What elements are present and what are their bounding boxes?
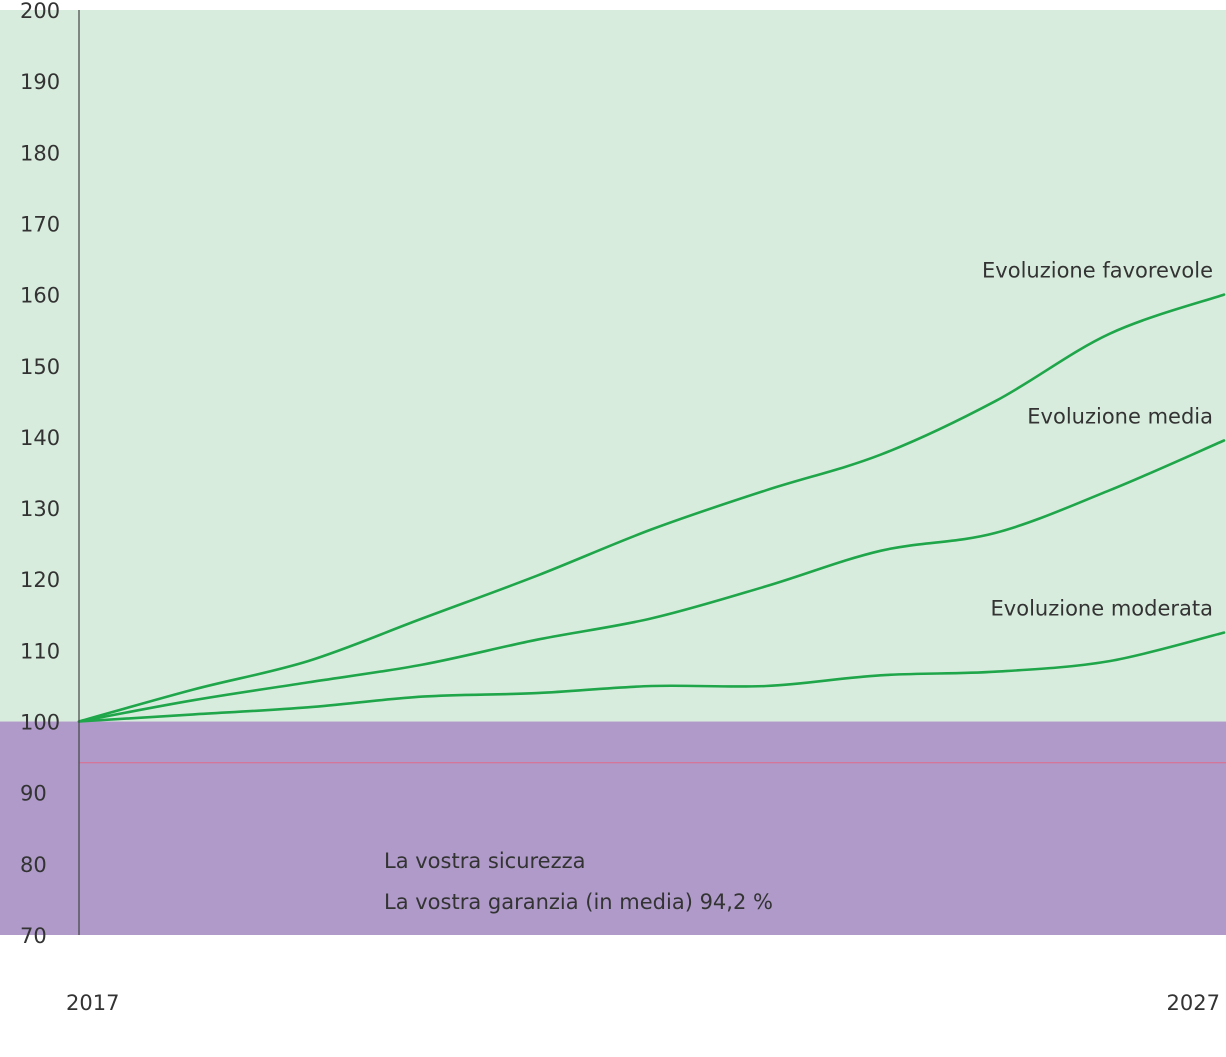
y-tick-label: 180 <box>20 141 60 165</box>
series-label-2: Evoluzione media <box>1027 405 1213 429</box>
y-tick-label: 150 <box>20 355 60 379</box>
series-line-2 <box>77 439 1226 723</box>
y-tick-label: 190 <box>20 70 60 94</box>
y-tick-label: 170 <box>20 213 60 237</box>
y-tick-label: 200 <box>20 0 60 23</box>
guarantee-band-title: La vostra sicurezza <box>384 849 586 873</box>
plot-background <box>0 10 1226 722</box>
y-tick-label: 120 <box>20 568 60 592</box>
y-tick-label: 100 <box>20 711 60 735</box>
series-label-3: Evoluzione moderata <box>991 597 1213 621</box>
y-tick-label: 130 <box>20 497 60 521</box>
series-layer <box>77 293 1226 723</box>
y-tick-label: 90 <box>20 782 47 806</box>
x-tick-label: 2027 <box>1167 991 1220 1015</box>
x-tick-label: 2017 <box>66 991 119 1015</box>
y-axis-ticks: 200 190 180 170 160 150 140 130 120 110 100 90 80 70 <box>20 0 60 948</box>
x-axis-ticks: 2017 2027 <box>66 991 1220 1015</box>
y-tick-label: 70 <box>20 924 47 948</box>
y-tick-label: 160 <box>20 284 60 308</box>
guarantee-band-description: La vostra garanzia (in media) 94,2 % <box>384 890 773 914</box>
y-tick-label: 110 <box>20 639 60 663</box>
series-line-3 <box>77 631 1226 723</box>
series-labels: Evoluzione favorevole Evoluzione media Evo… <box>982 259 1213 621</box>
y-tick-label: 80 <box>20 853 47 877</box>
series-label-1: Evoluzione favorevole <box>982 259 1213 283</box>
guarantee-band <box>0 721 1226 935</box>
series-line-1 <box>77 293 1226 723</box>
y-tick-label: 140 <box>20 426 60 450</box>
